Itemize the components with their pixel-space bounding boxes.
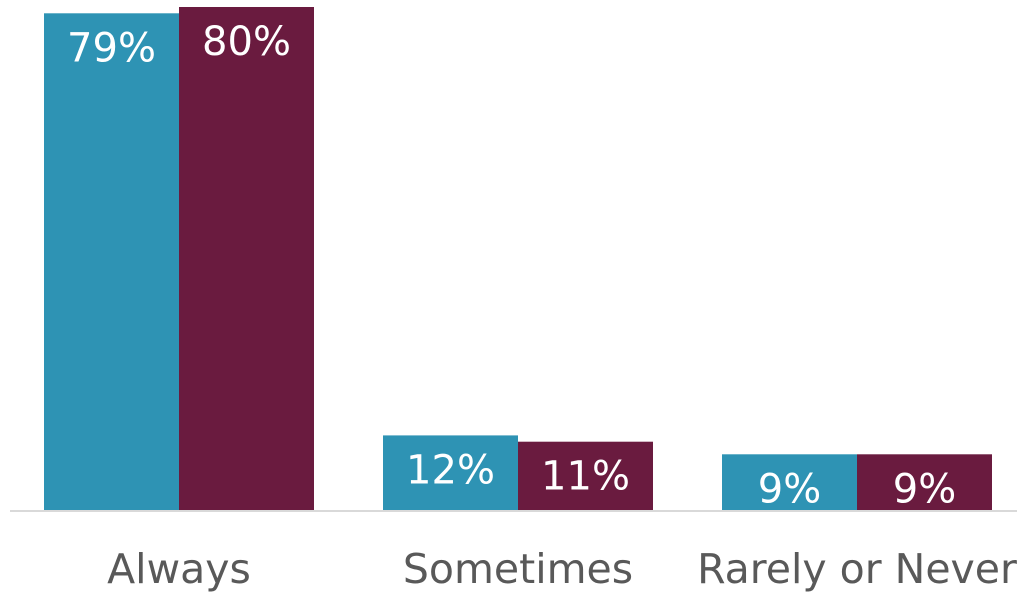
data-label: 9%: [758, 466, 821, 512]
bar-sometimes-series-1: [383, 435, 518, 511]
bar-always-series-2: [179, 7, 314, 511]
category-labels-group: Always Sometimes Rarely or Never: [107, 545, 1017, 593]
data-label: 79%: [67, 25, 156, 71]
bar-rarely-or-never-series-1: [722, 454, 857, 511]
category-label: Always: [107, 545, 251, 593]
data-label: 12%: [406, 447, 495, 493]
data-label: 80%: [202, 19, 291, 65]
bars-group: [44, 7, 992, 512]
data-label: 11%: [541, 454, 630, 500]
category-label: Rarely or Never: [697, 545, 1017, 593]
bar-rarely-or-never-series-2: [857, 454, 992, 511]
data-labels-group: 79% 80% 12% 11% 9% 9%: [67, 19, 956, 512]
bar-always-series-1: [44, 13, 179, 512]
data-label: 9%: [893, 466, 956, 512]
category-label: Sometimes: [403, 545, 633, 593]
bar-sometimes-series-2: [518, 441, 653, 511]
